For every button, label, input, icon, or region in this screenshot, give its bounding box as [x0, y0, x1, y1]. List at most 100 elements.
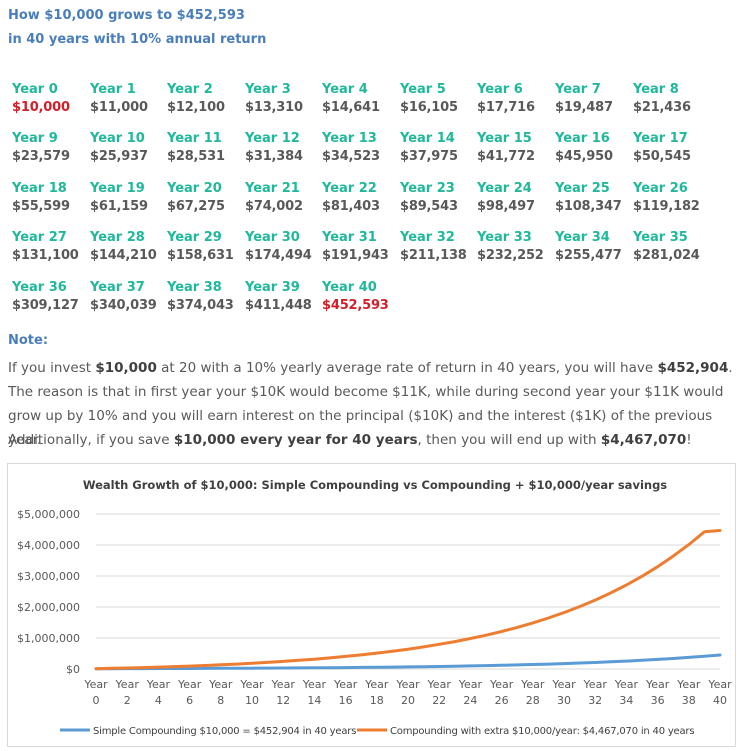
year-value: $89,543 — [400, 199, 458, 214]
year-cell: Year 29 $158,631 — [167, 229, 245, 265]
year-cell: Year 26 $119,182 — [633, 180, 711, 216]
x-tick-value: 22 — [432, 694, 446, 707]
year-cell: Year 35 $281,024 — [633, 229, 711, 265]
year-value: $31,384 — [245, 149, 303, 164]
x-tick-value: 38 — [682, 694, 696, 707]
year-cell: Year 24 $98,497 — [477, 180, 555, 216]
year-label: Year 34 — [555, 230, 610, 245]
year-value: $23,579 — [12, 149, 70, 164]
year-label: Year 6 — [477, 82, 523, 97]
p1-text-e: . The reason is that in first year your … — [8, 360, 733, 448]
x-tick-value: 32 — [588, 694, 602, 707]
year-value: $17,716 — [477, 100, 535, 115]
year-label: Year 8 — [633, 82, 679, 97]
x-tick-value: 18 — [370, 694, 384, 707]
year-cell: Year 23 $89,543 — [400, 180, 478, 216]
year-cell: Year 32 $211,138 — [400, 229, 478, 265]
year-label: Year 32 — [400, 230, 455, 245]
x-tick-value: 12 — [276, 694, 290, 707]
year-value: $309,127 — [12, 298, 79, 313]
year-cell: Year 15 $41,772 — [477, 130, 555, 166]
year-label: Year 11 — [167, 131, 222, 146]
year-value: $158,631 — [167, 248, 234, 263]
year-cell: Year 22 $81,403 — [322, 180, 400, 216]
x-tick-value: 26 — [495, 694, 509, 707]
year-cell: Year 20 $67,275 — [167, 180, 245, 216]
x-tick-value: 40 — [713, 694, 727, 707]
year-value: $14,641 — [322, 100, 380, 115]
x-tick-label: Year — [458, 678, 483, 691]
x-tick-label: Year — [302, 678, 327, 691]
legend-label: Simple Compounding $10,000 = $452,904 in… — [93, 726, 356, 737]
year-label: Year 22 — [322, 181, 377, 196]
year-label: Year 1 — [90, 82, 136, 97]
x-tick-value: 14 — [307, 694, 321, 707]
series-line-1 — [94, 653, 722, 671]
p2-savings: $10,000 every year for 40 years — [173, 432, 418, 448]
x-tick-label: Year — [427, 678, 452, 691]
year-value: $108,347 — [555, 199, 622, 214]
x-tick-label: Year — [177, 678, 202, 691]
year-label: Year 12 — [245, 131, 300, 146]
year-value: $81,403 — [322, 199, 380, 214]
year-value: $61,159 — [90, 199, 148, 214]
year-cell: Year 5 $16,105 — [400, 81, 478, 117]
page-title-line2: in 40 years with 10% annual return — [8, 32, 267, 47]
year-value: $45,950 — [555, 149, 613, 164]
x-tick-label: Year — [115, 678, 140, 691]
year-cell: Year 25 $108,347 — [555, 180, 633, 216]
year-value: $74,002 — [245, 199, 303, 214]
year-value: $174,494 — [245, 248, 312, 263]
x-tick-label: Year — [707, 678, 732, 691]
x-tick-label: Year — [146, 678, 171, 691]
year-cell: Year 1 $11,000 — [90, 81, 168, 117]
series-line-2 — [94, 529, 722, 671]
y-tick-label: $1,000,000 — [17, 632, 80, 645]
gridlines — [96, 513, 720, 670]
year-label: Year 0 — [12, 82, 58, 97]
year-cell: Year 10 $25,937 — [90, 130, 168, 166]
p1-result: $452,904 — [657, 360, 729, 376]
year-cell: Year 27 $131,100 — [12, 229, 90, 265]
y-axis: $5,000,000 $4,000,000 $3,000,000 $2,000,000… — [17, 508, 80, 676]
year-value: $67,275 — [167, 199, 225, 214]
year-label: Year 37 — [90, 280, 145, 295]
year-cell: Year 12 $31,384 — [245, 130, 323, 166]
year-label: Year 25 — [555, 181, 610, 196]
p1-text-c: at 20 with a 10% yearly average rate of … — [156, 360, 658, 376]
year-value: $16,105 — [400, 100, 458, 115]
x-tick-label: Year — [551, 678, 576, 691]
year-cell: Year 37 $340,039 — [90, 279, 168, 315]
year-value: $34,523 — [322, 149, 380, 164]
x-tick-value: 36 — [651, 694, 665, 707]
p2-text-a: Additionally, if you save — [8, 432, 174, 448]
year-value: $19,487 — [555, 100, 613, 115]
year-cell: Year 21 $74,002 — [245, 180, 323, 216]
x-tick-label: Year — [333, 678, 358, 691]
year-label: Year 39 — [245, 280, 300, 295]
year-cell: Year 3 $13,310 — [245, 81, 323, 117]
x-tick-value: 8 — [217, 694, 224, 707]
year-value: $340,039 — [90, 298, 157, 313]
year-label: Year 3 — [245, 82, 291, 97]
year-value: $211,138 — [400, 248, 467, 263]
year-cell: Year 30 $174,494 — [245, 229, 323, 265]
year-cell: Year 16 $45,950 — [555, 130, 633, 166]
year-cell: Year 0 $10,000 — [12, 81, 90, 117]
year-label: Year 13 — [322, 131, 377, 146]
y-tick-label: $3,000,000 — [17, 570, 80, 583]
note-heading: Note: — [8, 333, 49, 348]
year-label: Year 28 — [90, 230, 145, 245]
year-value: $411,448 — [245, 298, 312, 313]
year-label: Year 17 — [633, 131, 688, 146]
year-value: $21,436 — [633, 100, 691, 115]
year-label: Year 4 — [322, 82, 368, 97]
year-cell: Year 33 $232,252 — [477, 229, 555, 265]
x-tick-label: Year — [489, 678, 514, 691]
x-tick-label: Year — [83, 678, 108, 691]
y-tick-label: $5,000,000 — [17, 508, 80, 521]
p2-result: $4,467,070 — [600, 432, 687, 448]
year-label: Year 35 — [633, 230, 688, 245]
year-label: Year 2 — [167, 82, 213, 97]
year-cell: Year 2 $12,100 — [167, 81, 245, 117]
